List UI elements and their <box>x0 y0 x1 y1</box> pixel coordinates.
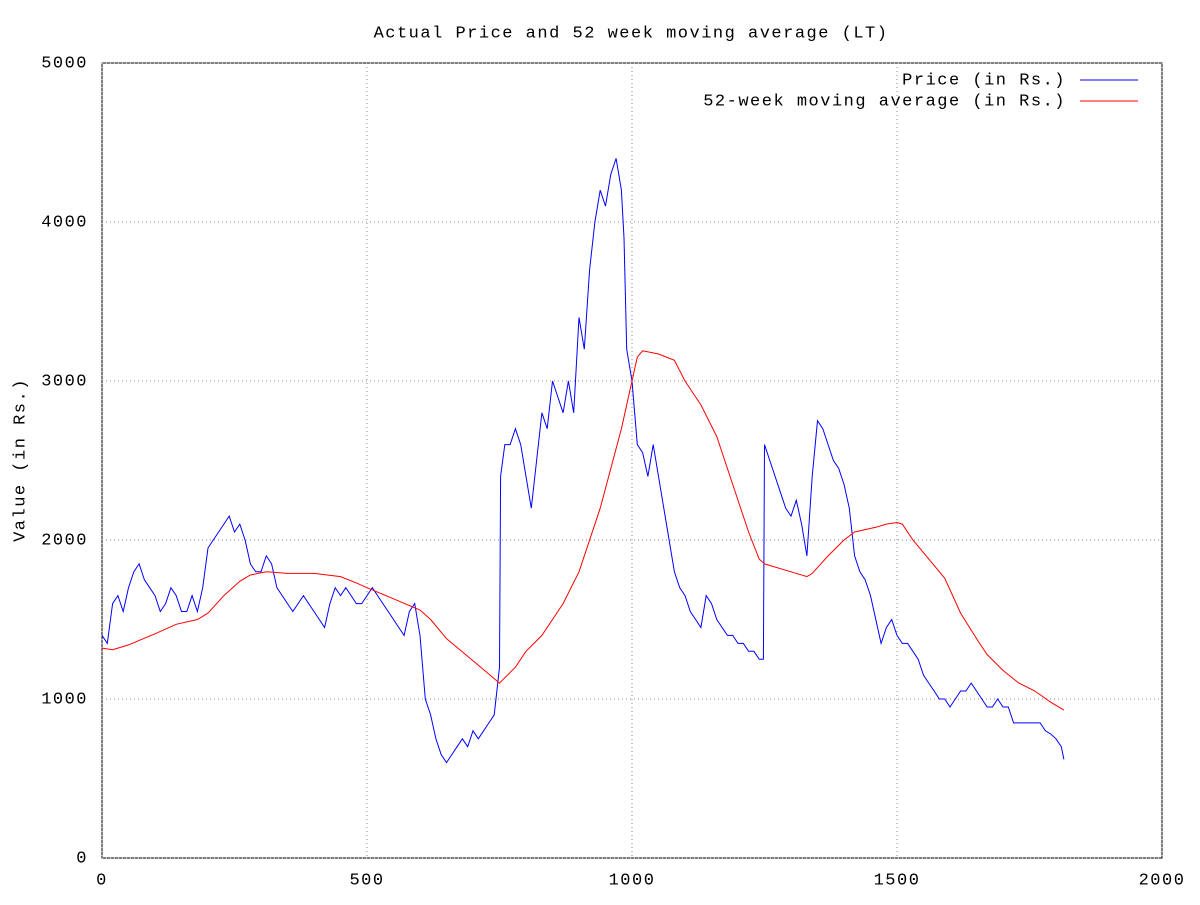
x-tick-label: 2000 <box>1139 871 1186 890</box>
y-axis-label: Value (in Rs.) <box>11 378 30 542</box>
y-tick-label: 2000 <box>41 531 88 550</box>
legend-label: Price (in Rs.) <box>902 71 1066 90</box>
plot-frame <box>101 62 1163 859</box>
legend-label: 52-week moving average (in Rs.) <box>703 92 1066 111</box>
y-tick-label: 4000 <box>41 213 88 232</box>
y-tick-label: 5000 <box>41 54 88 73</box>
y-tick-label: 1000 <box>41 690 88 709</box>
x-tick-label: 0 <box>96 871 108 890</box>
x-tick-label: 1500 <box>874 871 921 890</box>
y-tick-label: 0 <box>76 849 88 868</box>
y-tick-label: 3000 <box>41 372 88 391</box>
series-line <box>101 350 1065 711</box>
chart-title: Actual Price and 52 week moving average … <box>374 24 889 43</box>
x-tick-label: 1000 <box>609 871 656 890</box>
x-tick-label: 500 <box>349 871 384 890</box>
series-line <box>101 158 1065 764</box>
